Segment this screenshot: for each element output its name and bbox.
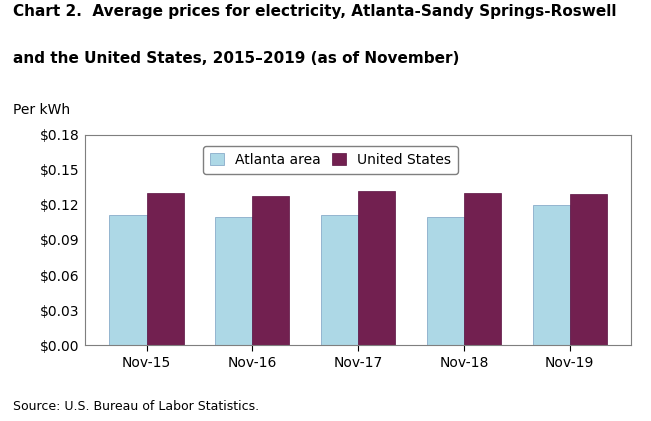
Bar [321,216,358,345]
Bar [427,216,464,345]
Text: and the United States, 2015–2019 (as of November): and the United States, 2015–2019 (as of … [13,51,460,66]
Bar [215,216,253,345]
Legend: Atlanta area, United States: Atlanta area, United States [203,146,458,174]
Bar [358,191,395,345]
Bar [146,193,184,345]
Bar [533,205,570,345]
Bar [464,193,501,345]
Bar [570,195,607,345]
Text: Source: U.S. Bureau of Labor Statistics.: Source: U.S. Bureau of Labor Statistics. [13,400,259,413]
Text: Per kWh: Per kWh [13,103,70,117]
Text: Chart 2.  Average prices for electricity, Atlanta-Sandy Springs-Roswell: Chart 2. Average prices for electricity,… [13,4,616,19]
Bar [109,216,146,345]
Bar [253,195,289,345]
